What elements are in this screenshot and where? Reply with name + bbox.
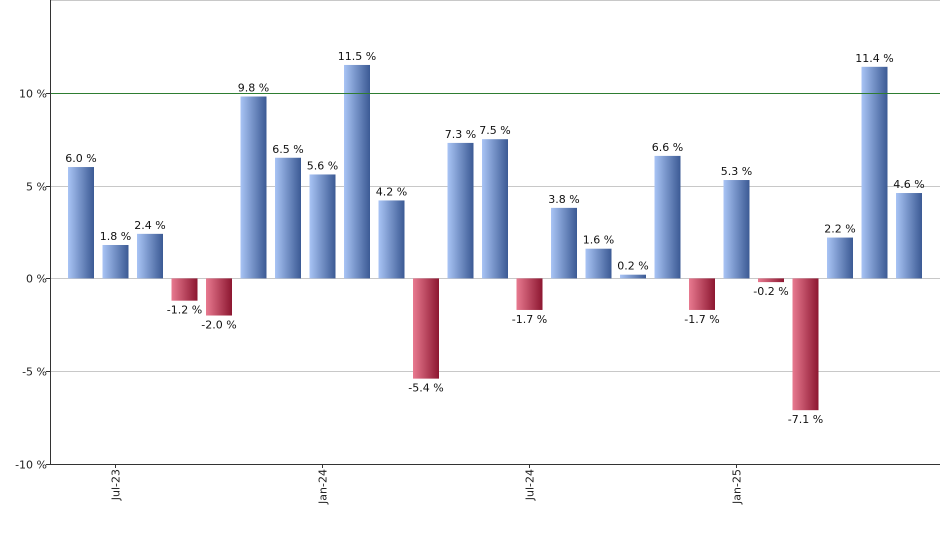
data-label: -0.2 % bbox=[753, 285, 788, 298]
bar bbox=[689, 278, 715, 310]
bar bbox=[551, 207, 577, 279]
bar bbox=[896, 193, 922, 279]
bar bbox=[723, 180, 750, 279]
data-label: 4.2 % bbox=[376, 185, 407, 198]
bar bbox=[68, 167, 94, 279]
data-label: -7.1 % bbox=[788, 413, 823, 426]
axes: -10 % -5 % 0 % 5 % 10 % Jul-23 Jan-24 Jul-24 Jan… bbox=[15, 0, 940, 505]
bar bbox=[447, 142, 474, 279]
bar bbox=[585, 248, 612, 279]
bar bbox=[482, 139, 508, 279]
data-labels: 6.0 % 1.8 %2.4 % -1.2 % -2.0 % 9.8 % 6.5 % 5.6… bbox=[65, 50, 924, 426]
data-label: 9.8 % bbox=[238, 82, 269, 95]
data-label: 6.5 % bbox=[272, 143, 303, 156]
data-label: -1.7 % bbox=[512, 313, 547, 326]
data-label: 2.4 % bbox=[134, 219, 165, 232]
data-label: 4.6 % bbox=[893, 178, 924, 191]
data-label: 1.6 % bbox=[583, 234, 614, 247]
bar bbox=[206, 278, 232, 316]
bar bbox=[275, 157, 301, 279]
y-tick-label: 0 % bbox=[26, 273, 47, 286]
bar bbox=[102, 244, 129, 279]
data-label: 11.5 % bbox=[338, 50, 376, 63]
bars bbox=[68, 64, 922, 411]
bar bbox=[413, 278, 439, 379]
y-tick-label: -10 % bbox=[15, 459, 47, 472]
bar bbox=[654, 155, 681, 279]
data-label: 11.4 % bbox=[855, 52, 893, 65]
data-label: -2.0 % bbox=[201, 319, 236, 332]
bar bbox=[309, 174, 336, 279]
y-tick-label: 5 % bbox=[26, 181, 47, 194]
data-label: 1.8 % bbox=[100, 230, 131, 243]
bar bbox=[171, 278, 198, 301]
data-label: -1.7 % bbox=[684, 313, 719, 326]
data-label: 6.0 % bbox=[65, 152, 96, 165]
x-tick-label: Jan-24 bbox=[317, 469, 330, 505]
data-label: 6.6 % bbox=[652, 141, 683, 154]
bar bbox=[792, 278, 819, 411]
data-label: 2.2 % bbox=[824, 223, 855, 236]
data-label: -1.2 % bbox=[167, 304, 202, 317]
x-tick-label: Jul-24 bbox=[524, 469, 537, 501]
bar bbox=[827, 237, 853, 279]
bar bbox=[137, 233, 163, 279]
data-label: 7.3 % bbox=[445, 128, 476, 141]
bar bbox=[240, 96, 267, 279]
data-label: 5.6 % bbox=[307, 159, 338, 172]
x-tick-label: Jan-25 bbox=[731, 469, 744, 505]
bar bbox=[620, 274, 646, 279]
x-tick-label: Jul-23 bbox=[110, 469, 123, 501]
bar bbox=[861, 66, 888, 279]
data-label: -5.4 % bbox=[408, 382, 443, 395]
bar bbox=[758, 278, 784, 283]
data-label: 0.2 % bbox=[617, 260, 648, 273]
bar bbox=[516, 278, 543, 310]
y-tick-label: -5 % bbox=[22, 366, 47, 379]
y-tick-label: 10 % bbox=[19, 88, 47, 101]
data-label: 7.5 % bbox=[479, 124, 510, 137]
bar bbox=[344, 64, 370, 279]
bar bbox=[378, 200, 405, 279]
data-label: 3.8 % bbox=[548, 193, 579, 206]
data-label: 5.3 % bbox=[721, 165, 752, 178]
